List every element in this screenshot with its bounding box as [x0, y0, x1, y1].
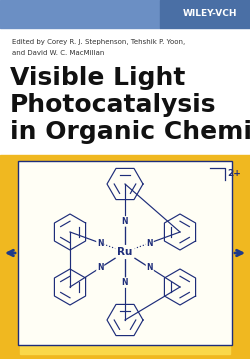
Bar — [0, 0, 160, 28]
Text: N: N — [122, 278, 128, 287]
Text: Edited by Corey R. J. Stephenson, Tehshik P. Yoon,: Edited by Corey R. J. Stephenson, Tehshi… — [12, 39, 185, 45]
Bar — [18, 161, 232, 345]
Text: WILEY-VCH: WILEY-VCH — [183, 9, 237, 19]
Bar — [0, 155, 250, 359]
Text: Photocatalysis: Photocatalysis — [10, 93, 216, 117]
Text: 2+: 2+ — [227, 169, 241, 178]
Text: N: N — [97, 263, 103, 272]
Text: N: N — [146, 263, 153, 272]
Text: N: N — [97, 238, 103, 247]
Bar — [160, 0, 250, 28]
Text: N: N — [122, 217, 128, 226]
Text: and David W. C. MacMillan: and David W. C. MacMillan — [12, 50, 104, 56]
Text: Visible Light: Visible Light — [10, 66, 186, 90]
Text: Ru: Ru — [117, 247, 133, 257]
Text: in Organic Chemistry: in Organic Chemistry — [10, 120, 250, 144]
Text: N: N — [146, 238, 153, 247]
Bar — [20, 165, 230, 354]
